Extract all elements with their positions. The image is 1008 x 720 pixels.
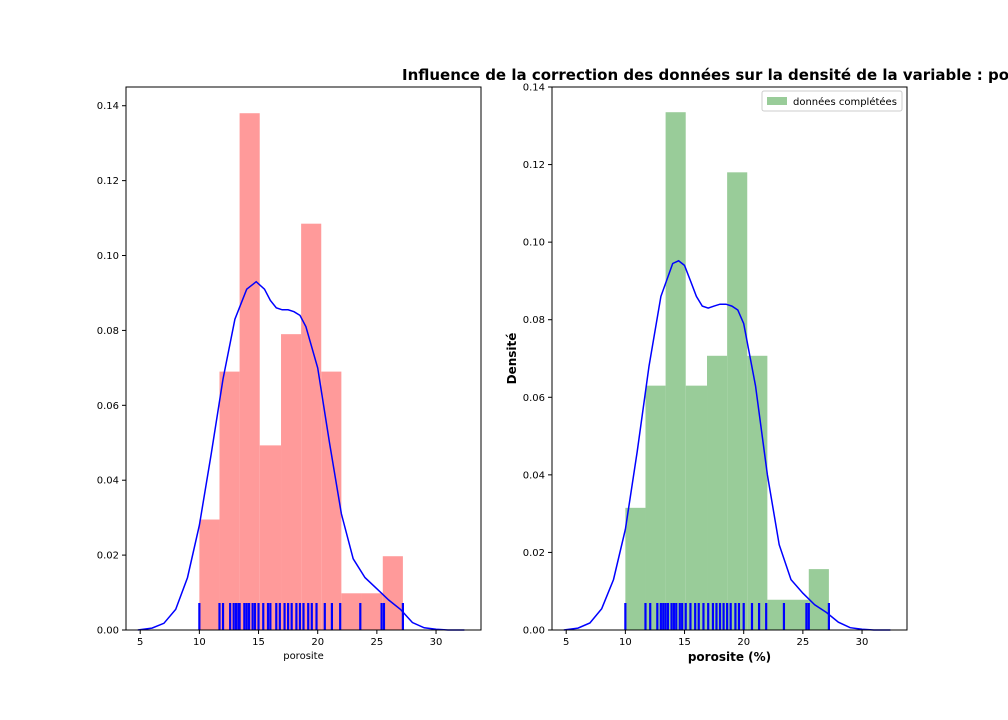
histogram-bar [727,172,748,631]
y-tick-label: 0.14 [97,101,119,112]
histogram-bar [361,593,383,630]
y-axis-ticks: 0.00 0.02 0.04 0.06 0.08 0.10 0.12 0.14 [97,101,126,637]
histogram-bar [767,599,788,630]
legend-box [761,90,903,112]
axes-frame [125,86,482,631]
histogram-bar [199,519,220,630]
histogram-bars [625,112,829,631]
x-tick-label: 5 [563,637,569,648]
y-tick-label: 0.02 [97,551,119,562]
y-tick-label: 0.06 [523,393,545,404]
subplot-left: 5 10 15 20 25 30 0.00 0.02 0.04 0.06 0.08 0.10 0.12… [97,86,482,662]
histogram-bar [341,593,362,630]
y-tick-label: 0.04 [523,470,545,481]
x-tick-label: 30 [856,637,869,648]
x-axis-ticks: 5 10 15 20 25 30 [137,630,442,648]
histogram-bar [747,355,768,630]
rug-marks [624,603,831,630]
y-tick-label: 0.00 [97,626,119,637]
histogram-bar [239,113,260,630]
histogram-bar [281,334,302,630]
y-tick-label: 0.12 [523,160,545,171]
legend-label: données complétées [793,96,897,108]
x-axis-label: porosite [283,651,324,662]
histogram-bar [665,112,686,631]
y-tick-label: 0.10 [523,238,545,249]
histogram-bar [301,223,322,630]
histogram-bar [808,569,829,630]
y-tick-label: 0.12 [97,176,119,187]
y-axis-ticks: 0.00 0.02 0.04 0.06 0.08 0.10 0.12 0.14 [523,83,552,637]
x-tick-label: 15 [252,637,265,648]
x-tick-label: 20 [311,637,324,648]
y-tick-label: 0.06 [97,401,119,412]
x-axis-ticks: 5 10 15 20 25 30 [563,630,868,648]
x-tick-label: 10 [193,637,206,648]
x-tick-label: 30 [430,637,443,648]
y-tick-label: 0.04 [97,476,119,487]
y-tick-label: 0.14 [523,83,545,94]
histogram-bar [321,371,342,630]
legend-swatch [767,97,787,105]
x-tick-label: 10 [619,637,632,648]
x-tick-label: 15 [678,637,691,648]
kde-curve [137,280,465,631]
y-axis-label: Densité [505,333,519,385]
y-tick-label: 0.08 [97,326,119,337]
x-tick-label: 20 [737,637,750,648]
kde-curve [563,259,891,631]
histogram-bar [685,385,708,630]
legend: données complétées [761,90,903,112]
histogram-bar [645,385,666,630]
histogram-bar [787,599,809,630]
y-tick-label: 0.00 [523,626,545,637]
x-tick-label: 25 [796,637,809,648]
axes-frame [551,86,908,631]
x-axis-label: porosite (%) [688,650,771,664]
subplot-right: 5 10 15 20 25 30 0.00 0.02 0.04 0.06 0.08 0.10 0.12… [505,83,908,664]
histogram-bar [707,355,728,630]
histogram-bar [382,556,403,630]
x-tick-label: 25 [370,637,383,648]
histogram-bar [259,445,282,630]
histogram-bar [219,371,240,630]
y-tick-label: 0.02 [523,548,545,559]
rug-marks [198,603,404,630]
y-tick-label: 0.08 [523,315,545,326]
figure-title: Influence de la correction des données s… [402,66,1008,84]
x-tick-label: 5 [137,637,143,648]
histogram-bar [625,507,646,630]
histogram-bars [199,113,403,630]
y-tick-label: 0.10 [97,251,119,262]
